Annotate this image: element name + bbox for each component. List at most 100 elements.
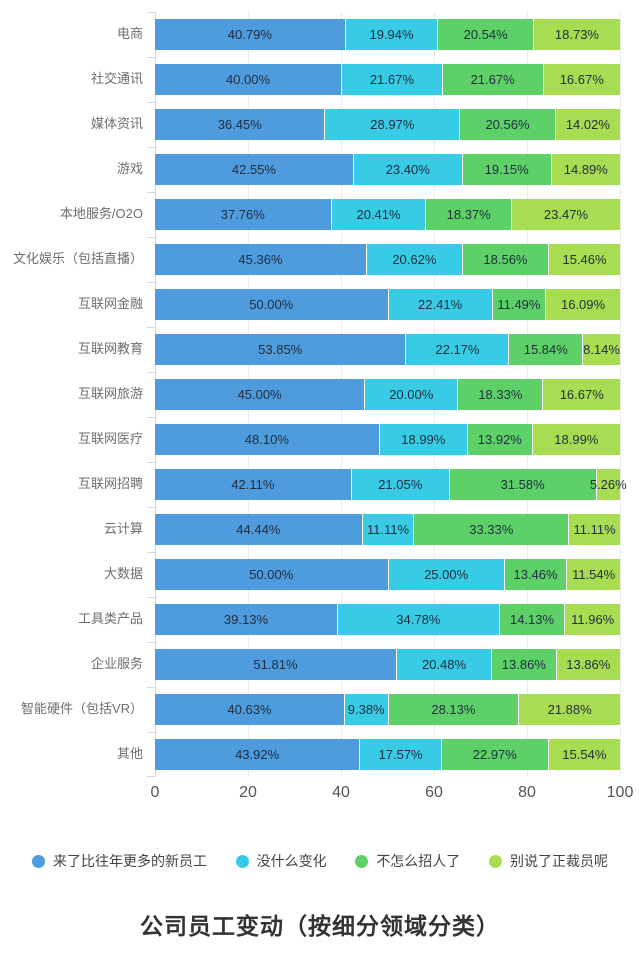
- bar-segment[interactable]: 15.84%: [508, 334, 583, 365]
- bar-segment[interactable]: 8.14%: [582, 334, 620, 365]
- bar-segment[interactable]: 21.88%: [518, 694, 620, 725]
- bar-segment[interactable]: 51.81%: [155, 649, 396, 680]
- bar-segment[interactable]: 16.67%: [542, 64, 620, 95]
- bar-segment[interactable]: 21.67%: [441, 64, 543, 95]
- category-label: 智能硬件（包括VR）: [20, 701, 143, 717]
- legend: 来了比往年更多的新员工 没什么变化 不怎么招人了 别说了正裁员呢: [0, 851, 640, 871]
- bar-segment[interactable]: 22.97%: [440, 739, 548, 770]
- bar-segment[interactable]: 14.02%: [554, 109, 620, 140]
- bar-track: 37.76% 20.41% 18.37% 23.47%: [155, 199, 621, 230]
- bar-segment[interactable]: 20.00%: [364, 379, 458, 410]
- bar-segment[interactable]: 28.97%: [324, 109, 460, 140]
- bar-segment[interactable]: 20.48%: [395, 649, 492, 680]
- bar-track: 53.85% 22.17% 15.84% 8.14%: [155, 334, 620, 365]
- bar-segment[interactable]: 23.40%: [352, 154, 462, 185]
- segment-value-label: 18.33%: [478, 387, 523, 402]
- bar-segment[interactable]: 11.11%: [361, 514, 414, 545]
- bar-segment[interactable]: 20.62%: [365, 244, 462, 275]
- bar-segment[interactable]: 25.00%: [387, 559, 504, 590]
- legend-item[interactable]: 没什么变化: [235, 851, 327, 871]
- segment-value-label: 43.92%: [235, 747, 280, 762]
- bar-segment[interactable]: 11.11%: [568, 514, 620, 545]
- bar-segment[interactable]: 23.47%: [510, 199, 621, 230]
- bar-segment[interactable]: 45.00%: [155, 379, 365, 410]
- bar-segment[interactable]: 53.85%: [155, 334, 406, 365]
- x-axis-tick-label: 100: [606, 784, 634, 801]
- category-label: 互联网教育: [77, 341, 143, 357]
- bar-segment[interactable]: 45.36%: [155, 244, 366, 275]
- y-axis-tick: [147, 507, 155, 508]
- category-label: 企业服务: [90, 656, 143, 672]
- bar-segment[interactable]: 13.86%: [555, 649, 620, 680]
- legend-item[interactable]: 来了比往年更多的新员工: [32, 851, 207, 871]
- bar-track: 36.45% 28.97% 20.56% 14.02%: [155, 109, 620, 140]
- bar-segment[interactable]: 18.99%: [531, 424, 620, 455]
- bar-segment[interactable]: 21.05%: [350, 469, 449, 500]
- bar-segment[interactable]: 16.67%: [542, 379, 620, 410]
- segment-value-label: 40.79%: [227, 27, 272, 42]
- x-axis-tick-label: 0: [150, 784, 160, 801]
- bar-segment[interactable]: 13.92%: [466, 424, 532, 455]
- bar-segment[interactable]: 11.54%: [566, 559, 620, 590]
- bar-segment[interactable]: 34.78%: [336, 604, 499, 635]
- bar-segment[interactable]: 18.37%: [425, 199, 511, 230]
- bar-segment[interactable]: 18.73%: [532, 19, 620, 50]
- bar-segment[interactable]: 43.92%: [155, 739, 360, 770]
- legend-item[interactable]: 别说了正裁员呢: [488, 851, 608, 871]
- bar-segment[interactable]: 40.79%: [155, 19, 345, 50]
- bar-segment[interactable]: 22.41%: [387, 289, 492, 320]
- segment-value-label: 28.13%: [431, 702, 476, 717]
- bar-segment[interactable]: 19.94%: [344, 19, 438, 50]
- y-axis-tick: [147, 282, 155, 283]
- bar-segment[interactable]: 33.33%: [413, 514, 569, 545]
- bar-segment[interactable]: 5.26%: [590, 469, 627, 500]
- bar-segment[interactable]: 20.54%: [437, 19, 533, 50]
- bar-segment[interactable]: 14.13%: [498, 604, 565, 635]
- bar-segment[interactable]: 20.56%: [459, 109, 555, 140]
- segment-value-label: 18.99%: [401, 432, 446, 447]
- bar-segment[interactable]: 40.63%: [155, 694, 344, 725]
- segment-value-label: 9.38%: [347, 702, 385, 717]
- bar-segment[interactable]: 50.00%: [155, 559, 388, 590]
- bar-segment[interactable]: 9.38%: [343, 694, 388, 725]
- bar-segment[interactable]: 18.56%: [461, 244, 549, 275]
- bar-segment[interactable]: 16.09%: [545, 289, 620, 320]
- category-label: 互联网医疗: [77, 431, 143, 447]
- bar-segment[interactable]: 11.49%: [491, 289, 546, 320]
- bar-segment[interactable]: 48.10%: [155, 424, 379, 455]
- bar-segment[interactable]: 50.00%: [155, 289, 388, 320]
- legend-item[interactable]: 不怎么招人了: [355, 851, 460, 871]
- bar-segment[interactable]: 11.96%: [564, 604, 620, 635]
- bar-segment[interactable]: 40.00%: [155, 64, 341, 95]
- bar-segment[interactable]: 28.13%: [387, 694, 519, 725]
- bar-segment[interactable]: 31.58%: [448, 469, 596, 500]
- bar-segment[interactable]: 17.57%: [359, 739, 441, 770]
- bar-segment[interactable]: 42.11%: [155, 469, 351, 500]
- bar-segment[interactable]: 44.44%: [155, 514, 362, 545]
- legend-dot-icon: [32, 854, 45, 868]
- bar-segment[interactable]: 18.33%: [457, 379, 543, 410]
- category-label: 电商: [116, 26, 143, 42]
- bar-segment[interactable]: 15.46%: [548, 244, 620, 275]
- bar-segment[interactable]: 13.46%: [503, 559, 567, 590]
- category-label: 互联网金融: [77, 296, 143, 312]
- bar-segment[interactable]: 18.99%: [378, 424, 467, 455]
- bar-segment[interactable]: 22.17%: [405, 334, 509, 365]
- bar-segment[interactable]: 15.54%: [547, 739, 620, 770]
- category-label: 其他: [116, 746, 143, 762]
- segment-value-label: 11.49%: [497, 297, 541, 312]
- bar-segment[interactable]: 19.15%: [461, 154, 551, 185]
- segment-value-label: 22.17%: [435, 342, 480, 357]
- segment-value-label: 22.97%: [472, 747, 517, 762]
- bar-segment[interactable]: 36.45%: [155, 109, 325, 140]
- bar-segment[interactable]: 42.55%: [155, 154, 353, 185]
- bar-segment[interactable]: 20.41%: [330, 199, 426, 230]
- segment-value-label: 25.00%: [424, 567, 469, 582]
- bar-segment[interactable]: 14.89%: [550, 154, 620, 185]
- bar-segment[interactable]: 13.86%: [491, 649, 556, 680]
- category-label: 媒体资讯: [90, 116, 143, 132]
- bar-segment[interactable]: 39.13%: [155, 604, 337, 635]
- bar-segment[interactable]: 37.76%: [155, 199, 331, 230]
- bar-track: 42.55% 23.40% 19.15% 14.89%: [155, 154, 620, 185]
- bar-segment[interactable]: 21.67%: [341, 64, 442, 95]
